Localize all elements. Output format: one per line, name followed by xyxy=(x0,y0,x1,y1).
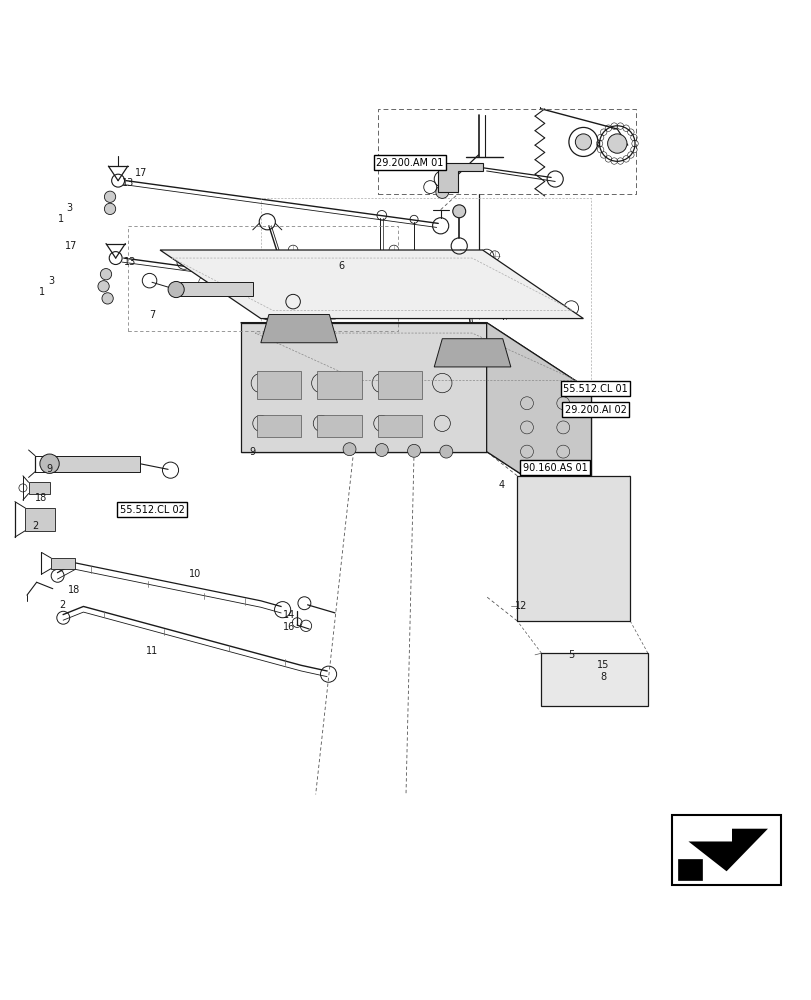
Text: 90.160.AS 01: 90.160.AS 01 xyxy=(522,463,587,473)
Text: 17: 17 xyxy=(65,241,77,251)
Circle shape xyxy=(615,605,628,618)
Polygon shape xyxy=(438,163,482,192)
Circle shape xyxy=(575,134,590,150)
Text: 5: 5 xyxy=(568,650,573,660)
Circle shape xyxy=(101,269,111,280)
Text: 7: 7 xyxy=(148,310,155,320)
Circle shape xyxy=(98,281,109,292)
Text: 13: 13 xyxy=(124,257,136,267)
Polygon shape xyxy=(25,508,55,531)
Circle shape xyxy=(168,281,184,298)
Circle shape xyxy=(40,454,59,473)
Circle shape xyxy=(607,134,626,153)
Circle shape xyxy=(407,444,420,457)
Circle shape xyxy=(105,203,115,215)
Text: 18: 18 xyxy=(67,585,79,595)
Text: 4: 4 xyxy=(497,480,504,490)
Circle shape xyxy=(440,445,453,458)
Polygon shape xyxy=(240,323,590,391)
Text: 14: 14 xyxy=(282,610,295,620)
Text: 12: 12 xyxy=(514,601,527,611)
Text: 3: 3 xyxy=(67,203,73,213)
Text: 2: 2 xyxy=(32,521,38,531)
Text: 13: 13 xyxy=(122,178,134,188)
Circle shape xyxy=(520,605,533,618)
Polygon shape xyxy=(28,482,49,494)
Text: 17: 17 xyxy=(135,168,148,178)
Bar xyxy=(317,415,361,437)
Text: 1: 1 xyxy=(39,287,45,297)
Text: 15: 15 xyxy=(597,660,609,670)
Polygon shape xyxy=(160,250,582,319)
Circle shape xyxy=(375,444,388,456)
Text: 55.512.CL 02: 55.512.CL 02 xyxy=(119,505,184,515)
Text: 3: 3 xyxy=(48,276,54,286)
Text: 16: 16 xyxy=(282,622,295,632)
Text: 11: 11 xyxy=(146,646,158,656)
Circle shape xyxy=(436,185,448,198)
Polygon shape xyxy=(486,323,590,520)
Text: 29.200.AM 01: 29.200.AM 01 xyxy=(375,158,443,168)
Text: 6: 6 xyxy=(338,261,344,271)
Bar xyxy=(256,371,301,399)
Polygon shape xyxy=(176,282,252,296)
Text: 9: 9 xyxy=(250,447,255,457)
Polygon shape xyxy=(688,829,767,871)
Text: 29.200.AI 02: 29.200.AI 02 xyxy=(564,405,625,415)
Bar xyxy=(377,371,422,399)
Bar xyxy=(317,371,361,399)
Polygon shape xyxy=(434,339,510,367)
Circle shape xyxy=(343,443,355,456)
Bar xyxy=(377,415,422,437)
Text: 8: 8 xyxy=(600,672,606,682)
Circle shape xyxy=(102,293,113,304)
Bar xyxy=(256,415,301,437)
Circle shape xyxy=(615,477,628,490)
Bar xyxy=(672,815,780,885)
Circle shape xyxy=(453,205,465,218)
Polygon shape xyxy=(517,476,629,621)
Text: 55.512.CL 01: 55.512.CL 01 xyxy=(563,384,627,394)
Text: 2: 2 xyxy=(59,600,66,610)
Text: 10: 10 xyxy=(188,569,200,579)
Text: 18: 18 xyxy=(35,493,47,503)
Polygon shape xyxy=(541,653,647,706)
Text: 9: 9 xyxy=(46,464,53,474)
Polygon shape xyxy=(240,323,486,452)
Polygon shape xyxy=(51,558,75,569)
Bar xyxy=(676,859,701,880)
Circle shape xyxy=(520,477,533,490)
Polygon shape xyxy=(260,315,337,343)
Circle shape xyxy=(105,191,115,202)
Polygon shape xyxy=(49,456,139,472)
Text: 1: 1 xyxy=(58,214,64,224)
